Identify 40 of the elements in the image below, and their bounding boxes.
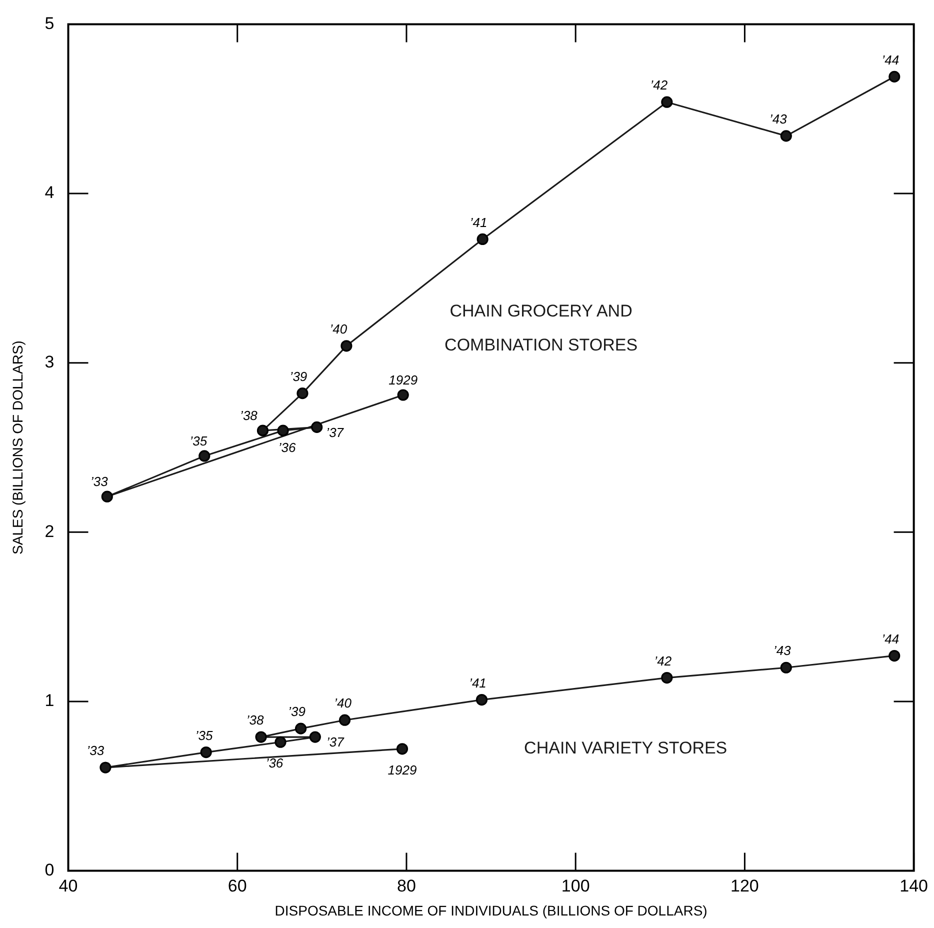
annotation: ’38	[246, 712, 264, 728]
annotation: ’40	[334, 696, 352, 711]
annotation: ’36	[266, 756, 284, 771]
text: CHAIN VARIETY STORES	[524, 738, 728, 758]
x-tick-label: 60	[228, 876, 247, 896]
annotation: ’40	[330, 322, 348, 337]
x-tick-label: 100	[561, 876, 590, 896]
annotation: ’43	[769, 112, 788, 127]
annotation: ’41	[470, 214, 488, 230]
y-tick-label: 1	[44, 691, 54, 710]
annotation: ’38	[240, 408, 258, 424]
annotation: ’35	[195, 728, 214, 743]
annotation: ’39	[288, 704, 306, 720]
annotation: ’41	[469, 675, 486, 690]
y-tick-label: 4	[44, 183, 54, 202]
annotation: ’42	[650, 78, 668, 93]
annotation: ’43	[773, 643, 792, 658]
y-axis-title: SALES (BILLIONS OF DOLLARS)	[9, 340, 26, 554]
annotation: ’33	[86, 743, 105, 758]
x-axis-title: DISPOSABLE INCOME OF INDIVIDUALS (BILLIONS OF DOLLARS)	[274, 902, 708, 918]
annotation: 1929	[388, 762, 417, 778]
y-tick-label: 5	[44, 14, 54, 33]
annotation: ’42	[654, 653, 672, 668]
x-tick-label: 80	[397, 876, 416, 896]
annotation: ’37	[326, 424, 344, 440]
annotation: ’35	[190, 434, 208, 449]
x-tick-label: 140	[900, 876, 928, 896]
x-tick-label: 40	[58, 876, 78, 896]
series-label: CHAIN GROCERY AND COMBINATION STORES	[444, 302, 638, 355]
annotation: ’36	[278, 440, 296, 456]
annotation: ’37	[326, 734, 345, 750]
annotation: ’44	[882, 631, 900, 646]
annotation: 1929	[388, 372, 418, 388]
y-tick-label: 3	[44, 352, 54, 372]
annotation: ’39	[290, 368, 308, 384]
y-tick-label: 0	[44, 860, 54, 880]
x-tick-label: 120	[730, 876, 759, 896]
annotation: ’44	[882, 52, 900, 68]
annotation: ’33	[90, 474, 109, 490]
y-tick-label: 2	[44, 522, 54, 541]
